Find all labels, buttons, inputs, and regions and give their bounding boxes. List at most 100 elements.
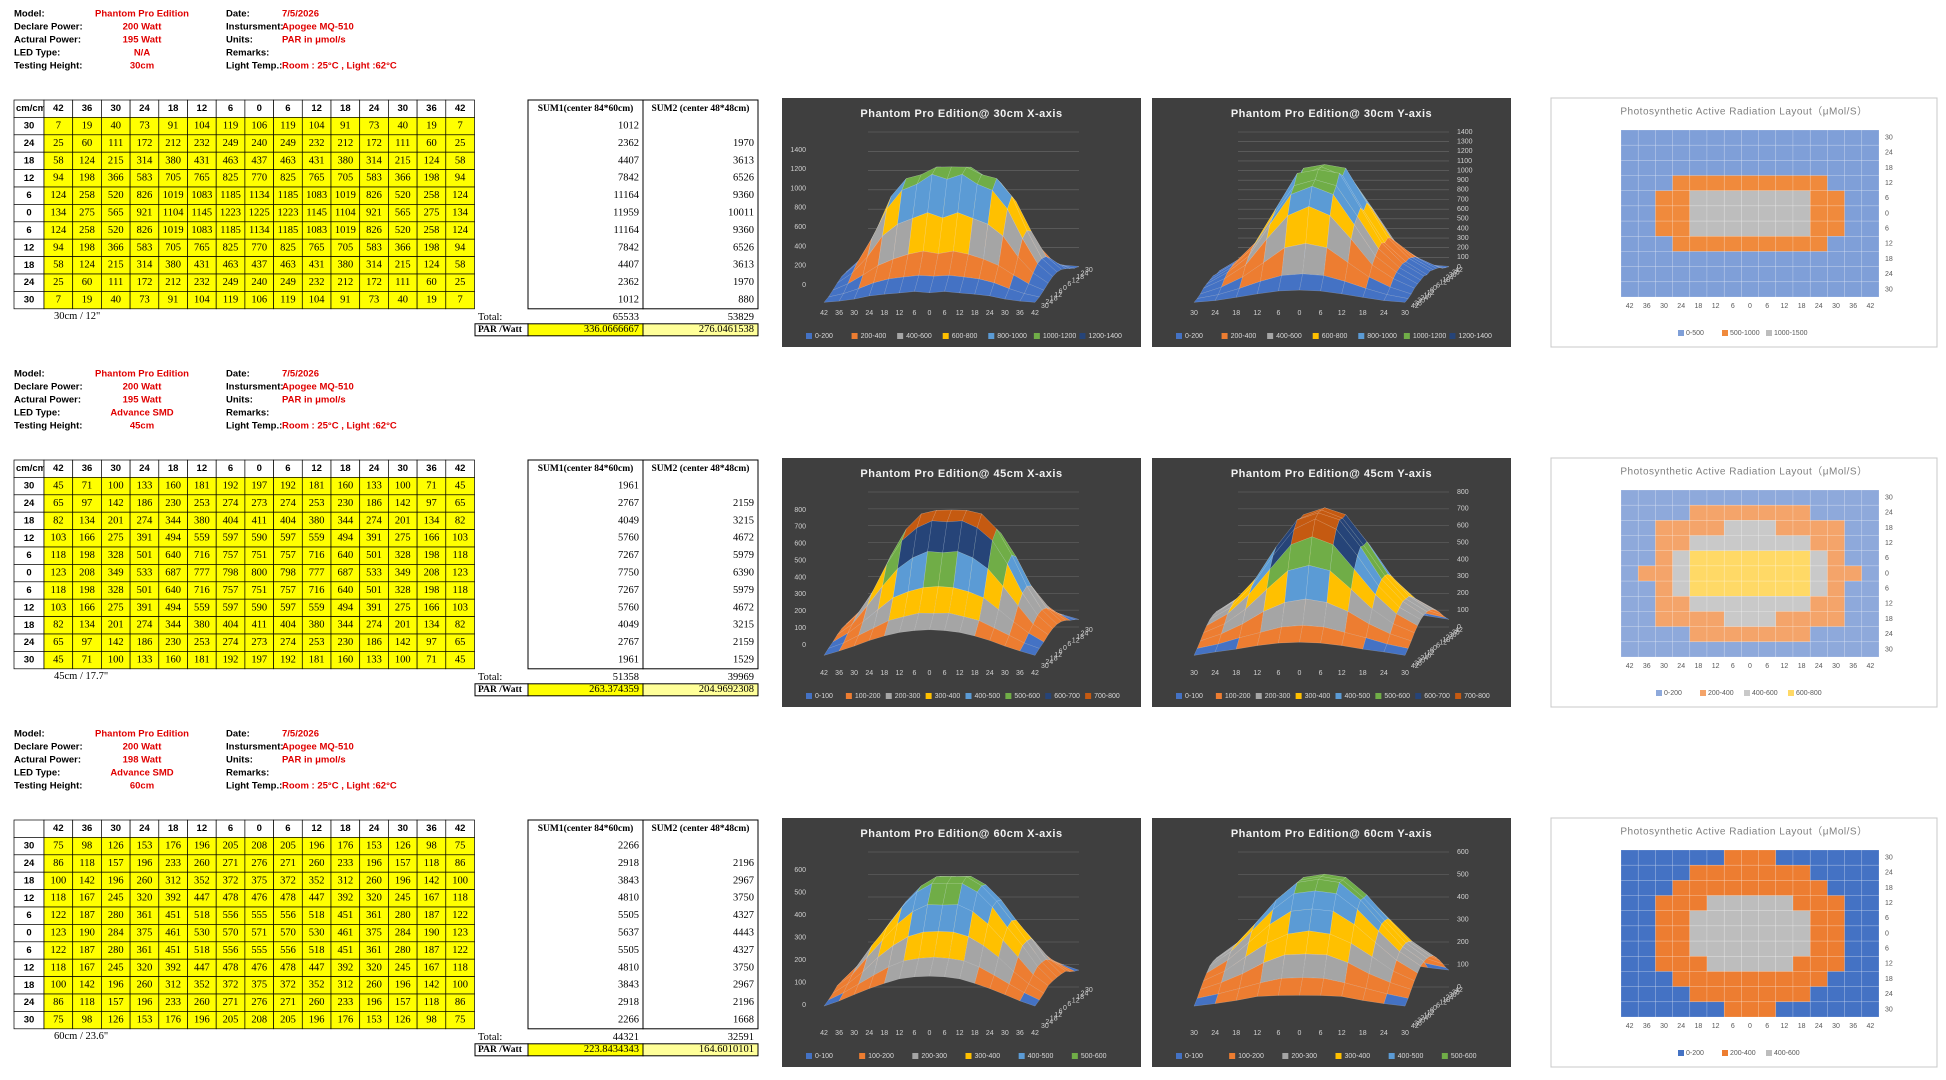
table-value: 705 <box>165 173 181 184</box>
table-value: 344 <box>165 620 182 631</box>
table-value: 1104 <box>163 208 184 219</box>
table-value: 73 <box>139 121 150 132</box>
table-value: 104 <box>194 121 211 132</box>
surface-patch <box>1389 623 1415 642</box>
heat-cell <box>1844 1001 1863 1018</box>
heat-cell <box>1620 205 1639 222</box>
table-value: 275 <box>79 208 95 219</box>
heat-cell <box>1637 925 1656 942</box>
sum-value: 2767 <box>618 637 639 648</box>
heat-cell <box>1672 971 1691 987</box>
table-value: 86 <box>53 997 64 1008</box>
legend-label: 500-600 <box>1014 693 1040 700</box>
legend-swatch <box>1229 1053 1236 1059</box>
column-axis-label: 24 <box>1677 663 1685 670</box>
z-tick-label: 500 <box>794 889 806 896</box>
heat-cell <box>1809 864 1828 881</box>
table-value: 196 <box>309 1015 325 1026</box>
table-value: 826 <box>137 225 153 236</box>
sum-value: 7267 <box>618 585 639 596</box>
table-value: 91 <box>340 121 351 132</box>
row-axis-label: 30 <box>1885 1006 1893 1013</box>
z-tick-label: 200 <box>794 608 806 615</box>
heat-cell <box>1637 596 1656 612</box>
x-axis-label: 6 <box>1276 1030 1280 1037</box>
legend-label: 200-400 <box>861 333 887 340</box>
info-value: N/A <box>134 48 151 59</box>
table-value: 478 <box>280 962 296 973</box>
info-value: Apogee MQ-510 <box>282 22 354 33</box>
table-cell <box>445 651 475 670</box>
heat-cell <box>1758 129 1777 146</box>
surface-patch <box>1019 642 1040 656</box>
heat-cell <box>1792 205 1811 222</box>
heat-cell <box>1723 940 1742 957</box>
table-value: 215 <box>395 155 411 166</box>
row-header: 12 <box>24 962 35 973</box>
heat-cell <box>1637 849 1656 866</box>
table-value: 232 <box>309 138 325 149</box>
sum-value: 1970 <box>733 138 754 149</box>
par-value: 336.0666667 <box>584 324 639 335</box>
heat-cell <box>1775 596 1794 612</box>
heat-cell <box>1861 956 1880 972</box>
heat-cell <box>1672 489 1691 506</box>
heat-cell <box>1741 956 1759 972</box>
heat-cell <box>1655 641 1673 658</box>
heat-cell <box>1706 880 1725 896</box>
info-label: LED Type: <box>14 768 60 779</box>
depth-axis-label: 0 <box>1063 1005 1067 1012</box>
table-value: 245 <box>108 893 124 904</box>
heat-cell <box>1689 956 1708 972</box>
heat-cell <box>1861 895 1880 911</box>
table-value: 372 <box>223 875 239 886</box>
heat-cell <box>1792 611 1811 627</box>
x-axis-label: 30 <box>1190 670 1198 677</box>
table-value: 597 <box>223 602 239 613</box>
legend-label: 100-200 <box>1238 1053 1264 1060</box>
heat-cell <box>1620 864 1639 881</box>
heat-cell <box>1758 611 1777 627</box>
column-header: 0 <box>257 463 262 474</box>
table-value: 167 <box>424 893 440 904</box>
z-tick-label: 900 <box>1457 177 1469 184</box>
info-value: Phantom Pro Edition <box>95 369 189 380</box>
table-value: 391 <box>366 602 382 613</box>
table-value: 518 <box>309 910 325 921</box>
x-axis-label: 30 <box>1190 1030 1198 1037</box>
x-axis-label: 6 <box>1319 670 1323 677</box>
par-value: 263.374359 <box>589 684 639 695</box>
table-value: 65 <box>455 498 466 509</box>
legend-swatch <box>1045 693 1052 699</box>
table-value: 705 <box>165 242 181 253</box>
row-axis-label: 24 <box>1885 271 1893 278</box>
z-tick-label: 200 <box>1457 939 1469 946</box>
heat-cell <box>1620 925 1639 942</box>
heat-cell <box>1775 956 1794 972</box>
table-value: 284 <box>108 928 125 939</box>
x-axis-label: 12 <box>1253 1030 1261 1037</box>
table-value: 230 <box>165 637 181 648</box>
table-value: 133 <box>366 655 382 666</box>
info-label: Model: <box>14 729 45 740</box>
heat-cell <box>1655 251 1673 267</box>
heat-cell <box>1758 144 1777 161</box>
info-label: Date: <box>226 9 250 20</box>
heat-cell <box>1672 641 1691 658</box>
heat-cell <box>1672 520 1691 536</box>
table-value: 111 <box>108 277 123 288</box>
surface-patch <box>1383 643 1409 656</box>
heat-cell <box>1741 986 1759 1003</box>
heat-cell <box>1655 565 1673 582</box>
info-label: Declare Power: <box>14 22 83 33</box>
chart-title: Phantom Pro Edition@ 45cm Y-axis <box>1231 468 1432 480</box>
info-label: LED Type: <box>14 408 60 419</box>
table-value: 45 <box>455 481 466 492</box>
table-value: 100 <box>452 875 468 886</box>
table-value: 380 <box>337 155 353 166</box>
heat-cell <box>1741 520 1759 536</box>
x-axis-label: 24 <box>986 310 994 317</box>
table-value: 186 <box>366 498 382 509</box>
row-axis-label: 18 <box>1885 976 1893 983</box>
heat-cell <box>1741 864 1759 881</box>
